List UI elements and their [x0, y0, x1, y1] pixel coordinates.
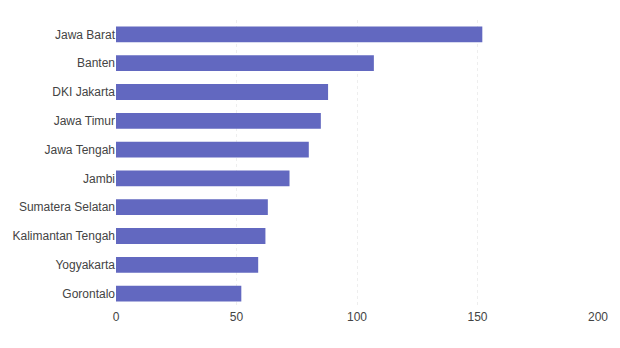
svg-text:0: 0 — [113, 310, 120, 324]
svg-text:Jawa Barat: Jawa Barat — [55, 28, 116, 42]
svg-text:100: 100 — [347, 310, 367, 324]
svg-text:DKI Jakarta: DKI Jakarta — [52, 85, 115, 99]
svg-text:200: 200 — [588, 310, 608, 324]
svg-text:Jambi: Jambi — [83, 172, 115, 186]
svg-text:Jawa Timur: Jawa Timur — [54, 114, 115, 128]
svg-text:Kalimantan Tengah: Kalimantan Tengah — [12, 229, 115, 243]
svg-text:Gorontalo: Gorontalo — [62, 287, 115, 301]
svg-text:Yogyakarta: Yogyakarta — [55, 258, 115, 272]
svg-text:50: 50 — [230, 310, 244, 324]
svg-text:150: 150 — [467, 310, 487, 324]
svg-text:Jawa Tengah: Jawa Tengah — [45, 143, 116, 157]
svg-text:Sumatera Selatan: Sumatera Selatan — [19, 200, 115, 214]
svg-text:Banten: Banten — [77, 56, 115, 70]
